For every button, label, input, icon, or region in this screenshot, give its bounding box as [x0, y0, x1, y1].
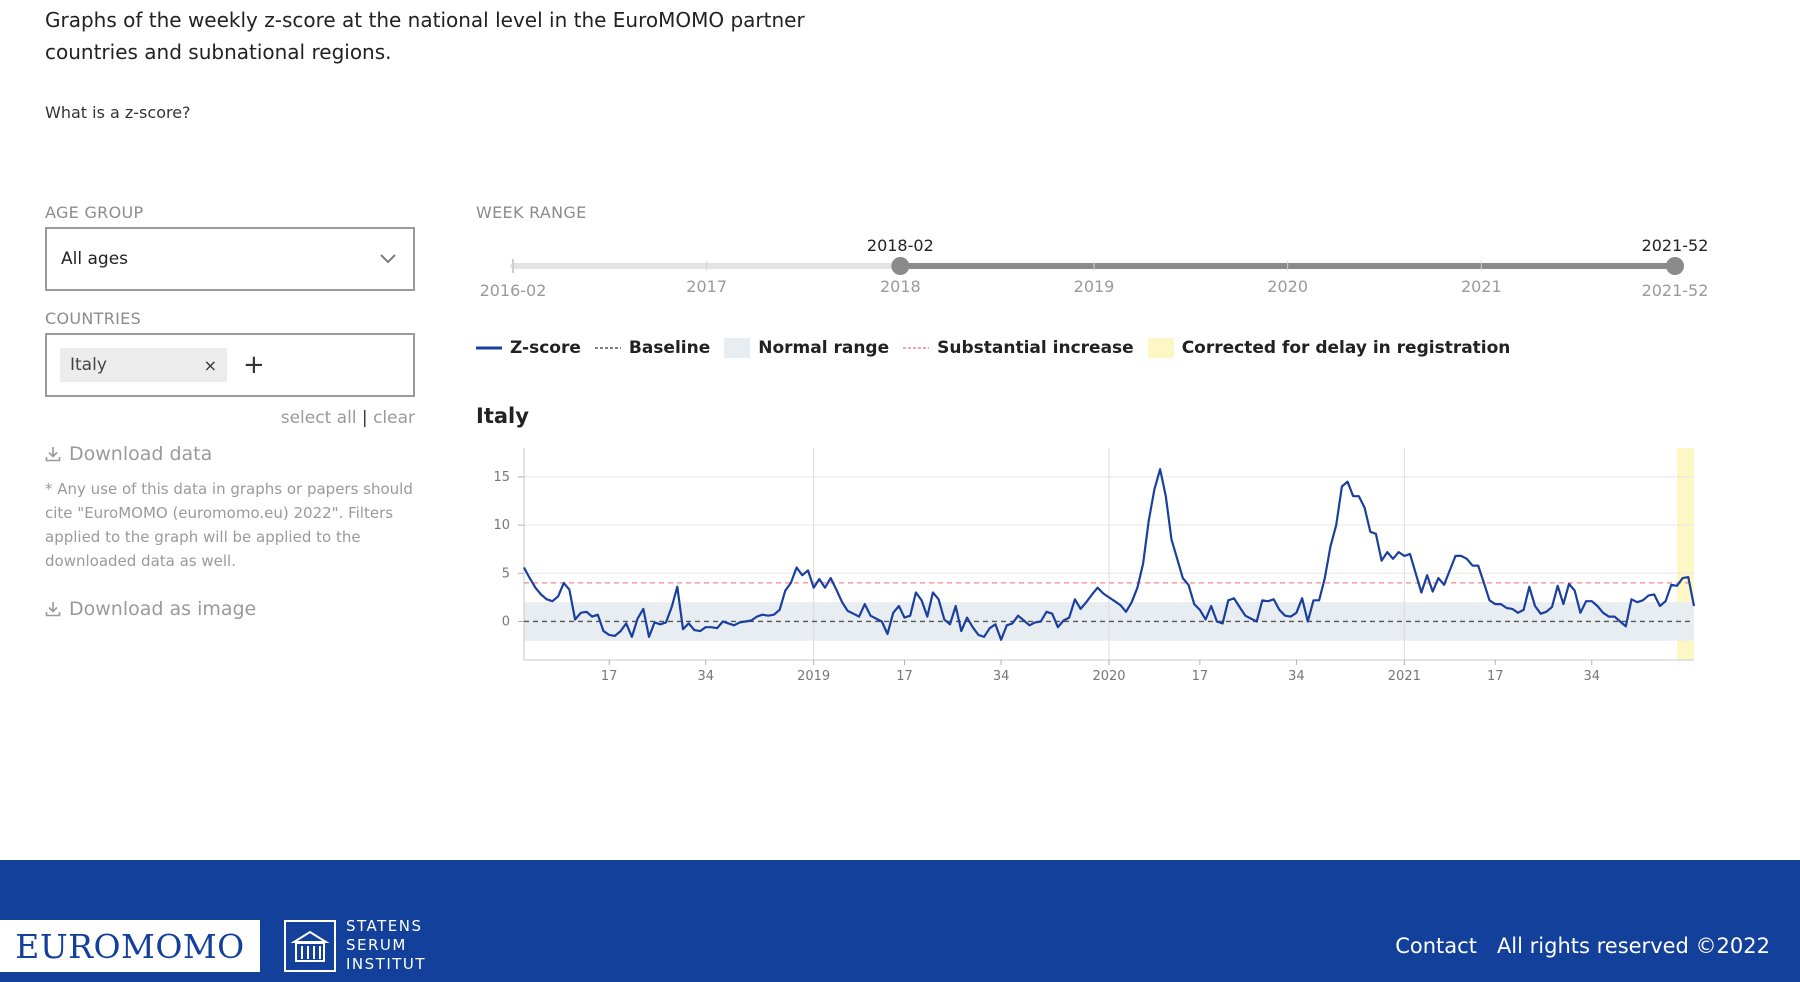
clear-link[interactable]: clear: [373, 408, 415, 428]
slider-tick-label: 2016-02: [480, 281, 547, 300]
rights-text: All rights reserved ©2022: [1496, 934, 1770, 958]
euromomo-logo[interactable]: EUROMOMO: [0, 920, 260, 972]
zscore-line: [523, 468, 1696, 641]
week-range-label: WEEK RANGE: [476, 203, 587, 222]
legend-substantial-swatch: [903, 347, 930, 349]
slider-tick-label: 2021: [1461, 277, 1502, 296]
slider-end-value: 2021-52: [1642, 236, 1709, 255]
y-tick-label: 5: [502, 566, 510, 581]
ssi-line3: INSTITUT: [346, 955, 427, 973]
x-tick-label: 2020: [1092, 669, 1125, 684]
slider-end-handle[interactable]: [1666, 257, 1684, 275]
ssi-building-icon: [284, 920, 336, 972]
select-clear-links: select all | clear: [45, 408, 415, 428]
countries-label: COUNTRIES: [45, 309, 142, 328]
x-tick-label: 34: [1288, 669, 1305, 684]
download-data-label: Download data: [69, 443, 213, 465]
legend-zscore-swatch: [476, 346, 502, 350]
add-country-icon[interactable]: +: [243, 350, 265, 380]
download-icon: [45, 602, 61, 617]
intro-text: Graphs of the weekly z-score at the nati…: [45, 8, 805, 64]
download-data-button[interactable]: Download data: [45, 443, 212, 465]
week-range-slider[interactable]: 2016-02 2017 2018 2019 2020 2021 2021-52 2018-0…: [460, 228, 1730, 303]
legend-substantial: Substantial increase: [903, 338, 1134, 358]
legend-corrected-label: Corrected for delay in registration: [1181, 338, 1511, 358]
slider-tick-label: 2019: [1074, 277, 1115, 296]
legend-baseline: Baseline: [594, 338, 711, 358]
what-is-zscore-link[interactable]: What is a z-score?: [45, 103, 191, 122]
slider-tick-label: 2021-52: [1642, 281, 1709, 300]
x-tick-label: 2019: [797, 669, 830, 684]
chart-legend: Z-score Baseline Normal range Substantia…: [476, 338, 1524, 358]
link-separator: |: [361, 408, 368, 428]
y-tick-label: 10: [493, 518, 510, 533]
footer-links: Contact All rights reserved ©2022: [1375, 934, 1770, 958]
download-image-button[interactable]: Download as image: [45, 598, 256, 620]
remove-chip-icon[interactable]: ×: [203, 355, 217, 375]
ssi-name: STATENS SERUM INSTITUT: [346, 917, 426, 974]
legend-baseline-swatch: [594, 347, 621, 349]
legend-baseline-label: Baseline: [628, 338, 711, 358]
countries-input[interactable]: Italy × +: [45, 333, 415, 397]
x-tick-label: 34: [993, 669, 1010, 684]
x-tick-label: 2021: [1388, 669, 1421, 684]
footer: EUROMOMO STATENS SERUM INSTITUT Contact …: [0, 860, 1800, 982]
download-image-label: Download as image: [69, 598, 257, 620]
age-group-value: All ages: [61, 249, 129, 269]
slider-start-handle[interactable]: [891, 257, 910, 275]
legend-normal-range: Normal range: [724, 338, 889, 358]
citation-note: * Any use of this data in graphs or pape…: [45, 480, 413, 570]
country-chip-label: Italy: [70, 355, 107, 375]
age-group-label: AGE GROUP: [45, 203, 144, 222]
age-group-select[interactable]: All ages: [45, 227, 415, 291]
legend-normal-swatch: [724, 338, 751, 358]
legend-normal-label: Normal range: [758, 338, 890, 358]
ssi-line2: SERUM: [346, 936, 407, 954]
ssi-line1: STATENS: [346, 917, 423, 935]
logo-text: EUROMOMO: [15, 926, 245, 966]
download-icon: [45, 447, 61, 462]
y-tick-label: 15: [493, 470, 510, 485]
y-tick-label: 0: [502, 614, 510, 629]
chevron-down-icon: [363, 253, 413, 265]
chart-title: Italy: [476, 404, 529, 428]
country-chip: Italy ×: [60, 348, 227, 382]
select-all-link[interactable]: select all: [280, 408, 357, 428]
legend-zscore-label: Z-score: [510, 338, 581, 358]
legend-substantial-label: Substantial increase: [937, 338, 1134, 358]
legend-corrected: Corrected for delay in registration: [1147, 338, 1511, 358]
x-tick-label: 34: [697, 669, 714, 684]
zscore-chart: 0 5 10 15 17 34 2019 17 34 2020 17 34 2021 17 34: [493, 448, 1696, 684]
x-tick-label: 34: [1583, 669, 1600, 684]
x-tick-label: 17: [1487, 669, 1504, 684]
x-tick-label: 17: [1192, 669, 1209, 684]
slider-start-value: 2018-02: [867, 236, 934, 255]
contact-link[interactable]: Contact: [1395, 934, 1477, 958]
legend-zscore: Z-score: [476, 338, 581, 358]
slider-tick-label: 2020: [1267, 277, 1308, 296]
x-tick-label: 17: [601, 669, 618, 684]
slider-tick-label: 2018: [880, 277, 921, 296]
slider-tick-label: 2017: [686, 277, 727, 296]
legend-corrected-swatch: [1147, 338, 1174, 358]
x-tick-label: 17: [896, 669, 913, 684]
